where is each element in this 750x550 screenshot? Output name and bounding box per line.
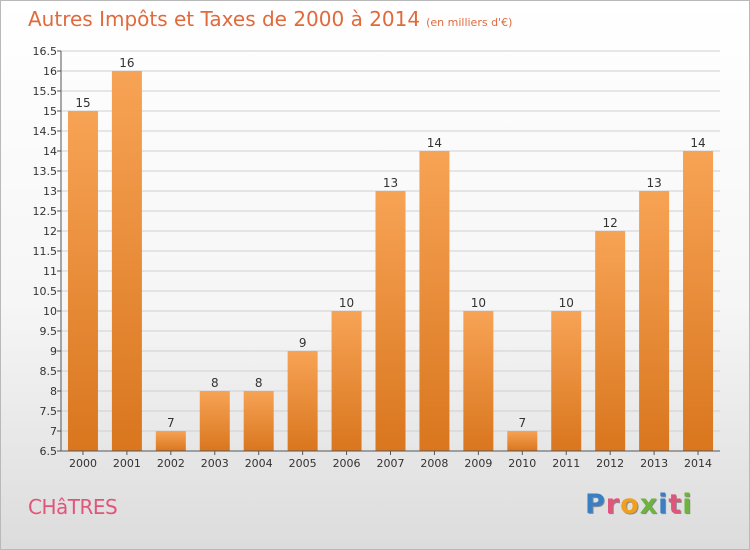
x-tick-label: 2007	[377, 457, 405, 470]
x-tick-label: 2000	[69, 457, 97, 470]
y-tick-label: 8.5	[40, 365, 58, 378]
x-tick-label: 2005	[289, 457, 317, 470]
x-tick-label: 2003	[201, 457, 229, 470]
bar	[595, 231, 626, 451]
y-tick-label: 7	[50, 425, 57, 438]
bar	[507, 431, 538, 451]
logo-letter: x	[639, 489, 659, 520]
bar	[419, 151, 450, 451]
data-label: 10	[471, 296, 486, 310]
bar	[639, 191, 670, 451]
bar	[551, 311, 582, 451]
data-label: 12	[603, 216, 618, 230]
x-tick-label: 2001	[113, 457, 141, 470]
data-label: 13	[383, 176, 398, 190]
data-label: 14	[690, 136, 705, 150]
bar	[331, 311, 362, 451]
y-tick-label: 16	[43, 65, 57, 78]
axes: 6.5 7 7.5 8 8.5 9 9.5 10 10.5 11 11.5 12 12.5 13 13.5 1…	[33, 45, 720, 470]
data-label: 8	[211, 376, 219, 390]
x-tick-label: 2014	[684, 457, 712, 470]
x-tick-label: 2010	[508, 457, 536, 470]
bars	[67, 71, 714, 451]
bar	[67, 111, 98, 451]
data-label: 7	[167, 416, 175, 430]
x-tick-label: 2006	[333, 457, 361, 470]
y-tick-label: 12.5	[33, 205, 58, 218]
bar	[155, 431, 186, 451]
y-tick-label: 6.5	[40, 445, 58, 458]
bar	[375, 191, 406, 451]
y-tick-label: 14	[43, 145, 57, 158]
data-label: 9	[299, 336, 307, 350]
x-tick-label: 2013	[640, 457, 668, 470]
data-label: 15	[75, 96, 90, 110]
data-label: 13	[646, 176, 661, 190]
data-label: 10	[339, 296, 354, 310]
y-tick-label: 15.5	[33, 85, 58, 98]
chart-title: Autres Impôts et Taxes de 2000 à 2014 (en…	[28, 7, 512, 31]
y-tick-label: 15	[43, 105, 57, 118]
y-tick-label: 16.5	[33, 45, 58, 58]
y-tick-label: 10.5	[33, 285, 58, 298]
title-text: Autres Impôts et Taxes de 2000 à 2014	[28, 7, 421, 31]
proxiti-logo[interactable]: Proxiti	[585, 489, 693, 520]
logo-letter: P	[585, 489, 606, 520]
y-tick-label: 8	[50, 385, 57, 398]
y-tick-label: 7.5	[40, 405, 58, 418]
bar	[111, 71, 142, 451]
logo-letter: o	[620, 489, 640, 520]
data-label: 14	[427, 136, 442, 150]
title-unit: (en milliers d'€)	[426, 16, 513, 29]
data-label: 10	[559, 296, 574, 310]
bar	[463, 311, 494, 451]
town-name: CHâTRES	[28, 495, 118, 519]
logo-letter: i	[682, 489, 693, 520]
bar	[287, 351, 318, 451]
x-tick-label: 2009	[464, 457, 492, 470]
logo-letter: r	[605, 489, 621, 520]
data-labels: 15 16 7 8 8 9 10 13 14 10 7 10 12 13 14	[75, 56, 705, 430]
x-tick-label: 2008	[420, 457, 448, 470]
data-label: 8	[255, 376, 263, 390]
bar	[683, 151, 714, 451]
bar	[243, 391, 274, 451]
data-label: 7	[518, 416, 526, 430]
x-tick-label: 2011	[552, 457, 580, 470]
y-tick-label: 14.5	[33, 125, 58, 138]
y-tick-label: 10	[43, 305, 57, 318]
y-tick-label: 11.5	[33, 245, 58, 258]
bar	[199, 391, 230, 451]
y-tick-label: 9	[50, 345, 57, 358]
x-tick-label: 2004	[245, 457, 273, 470]
y-tick-label: 9.5	[40, 325, 58, 338]
logo-letter: i	[658, 489, 669, 520]
logo-letter: t	[668, 489, 683, 520]
x-tick-label: 2002	[157, 457, 185, 470]
y-tick-label: 11	[43, 265, 57, 278]
x-tick-label: 2012	[596, 457, 624, 470]
y-tick-label: 13	[43, 185, 57, 198]
data-label: 16	[119, 56, 134, 70]
y-tick-label: 12	[43, 225, 57, 238]
y-tick-label: 13.5	[33, 165, 58, 178]
